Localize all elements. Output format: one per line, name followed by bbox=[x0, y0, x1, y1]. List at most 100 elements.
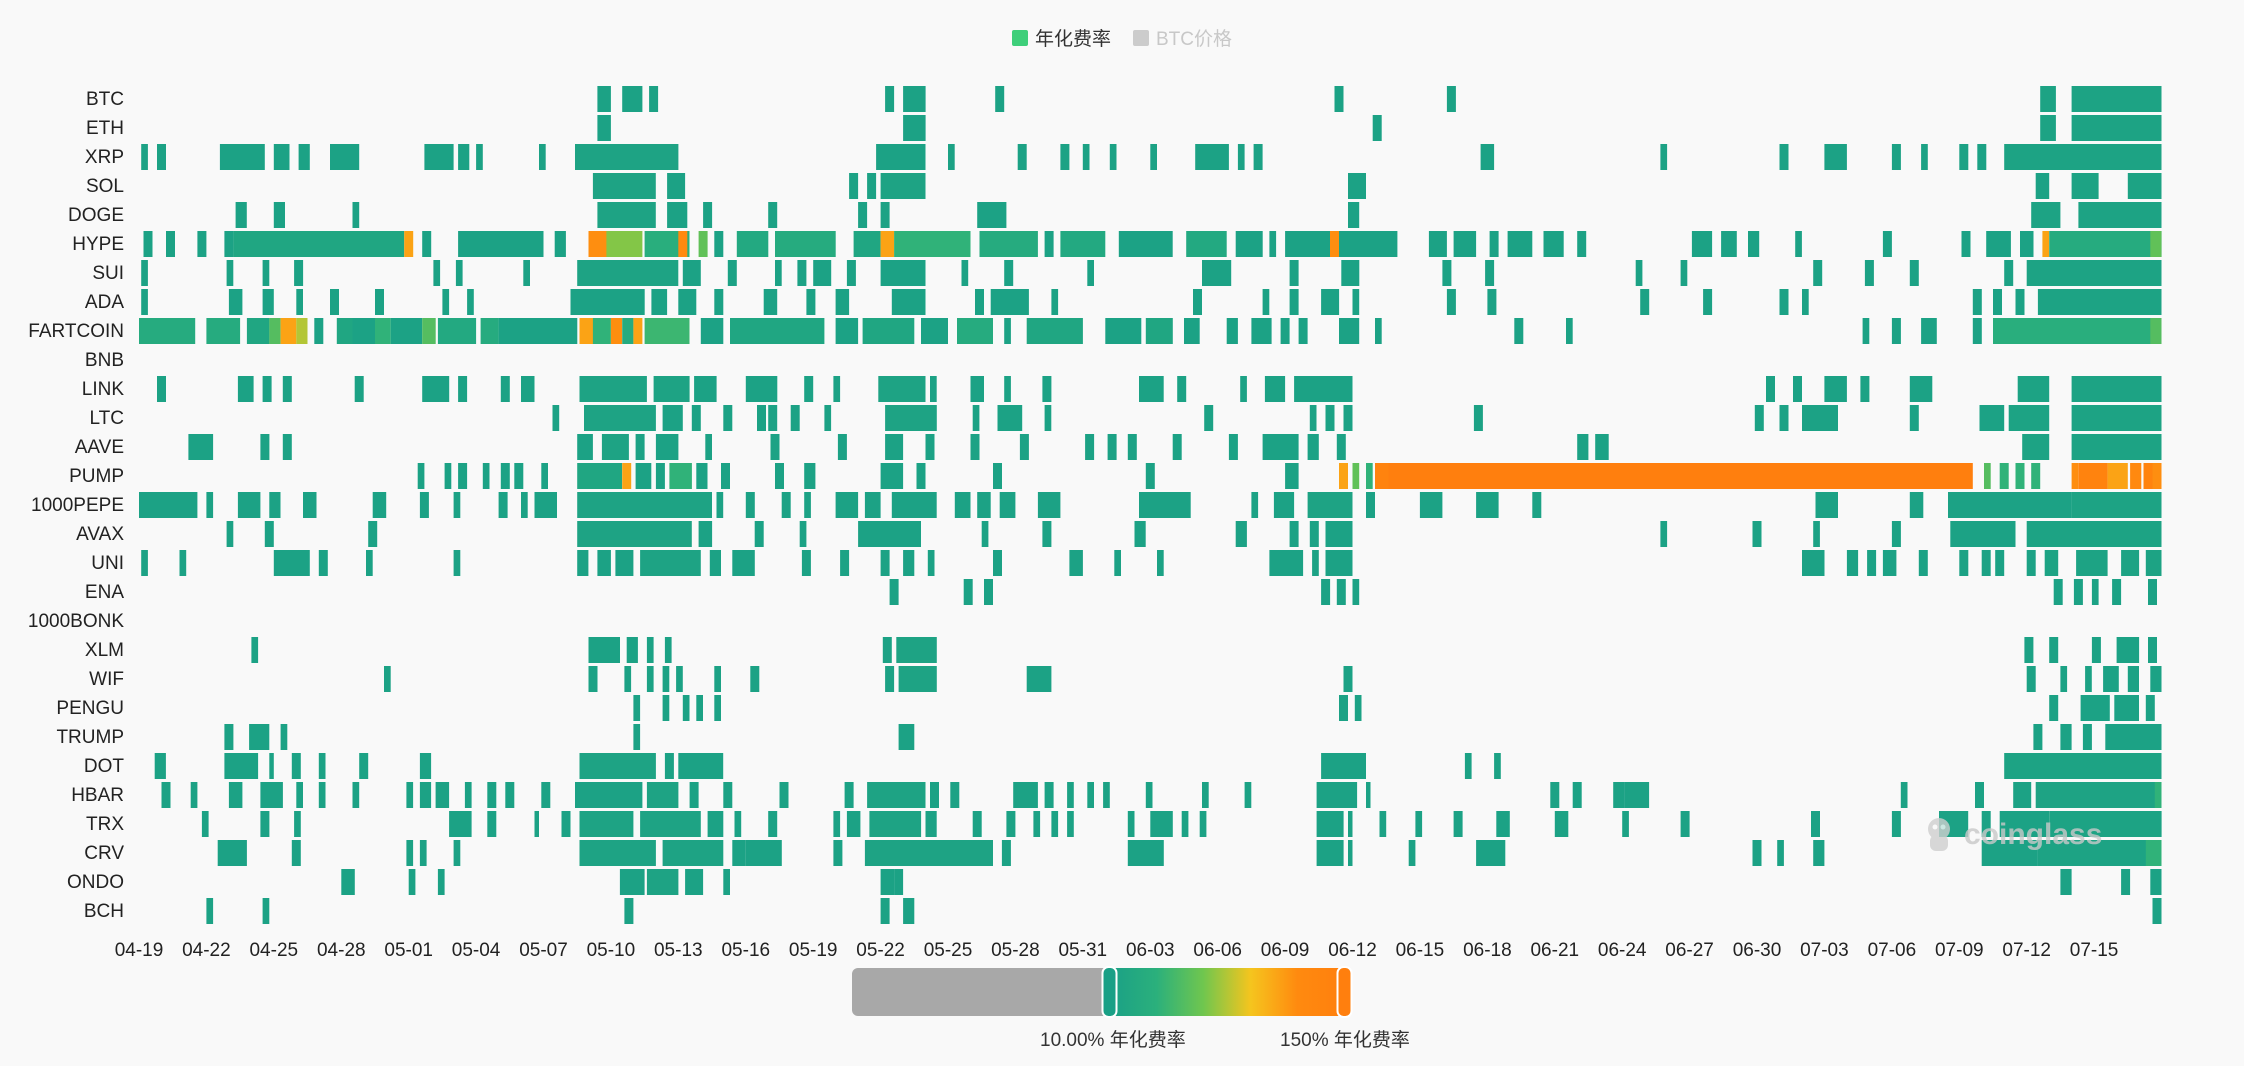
heat-cell-uni-4 bbox=[366, 550, 373, 576]
heat-cell-aave-7 bbox=[705, 434, 712, 460]
heat-cell-avax-12 bbox=[1289, 521, 1299, 547]
heat-cell-fartcoin-2 bbox=[246, 318, 270, 344]
heat-cell-hype-26 bbox=[1269, 231, 1277, 257]
heat-cell-pump-0 bbox=[417, 463, 425, 489]
heat-cell-uni-17 bbox=[993, 550, 1002, 576]
x-axis-label-06-27: 06-27 bbox=[1665, 940, 1714, 961]
heat-cell-hype-1 bbox=[166, 231, 175, 257]
heat-cell-hbar-9 bbox=[435, 782, 450, 808]
heat-cell-sui-29 bbox=[2026, 260, 2162, 286]
heat-cell-ada-33 bbox=[2037, 289, 2162, 315]
heat-cell-sui-13 bbox=[846, 260, 856, 286]
heat-cell-ada-14 bbox=[835, 289, 850, 315]
heat-cell-hbar-40 bbox=[2035, 782, 2162, 808]
heat-cell-trx-0 bbox=[201, 811, 209, 837]
heat-cell-trx-10 bbox=[734, 811, 742, 837]
heat-cell-trx-6 bbox=[561, 811, 571, 837]
heat-cell-wif-15 bbox=[2103, 666, 2119, 692]
heat-cell-pump-20 bbox=[1285, 463, 1299, 489]
heat-cell-dot-8 bbox=[664, 753, 674, 779]
watermark: coinglass bbox=[1922, 815, 2102, 855]
heat-cell-link-8 bbox=[521, 376, 535, 402]
heat-cell-pump-34 bbox=[2143, 463, 2153, 489]
legend-item-btc-price[interactable]: BTC价格 bbox=[1133, 24, 1232, 51]
heat-cell-link-2 bbox=[262, 376, 272, 402]
heat-cell-ena-3 bbox=[1321, 579, 1331, 605]
heat-cell-xlm-9 bbox=[2091, 637, 2101, 663]
heat-cell-aave-18 bbox=[1228, 434, 1238, 460]
heat-cell-trx-13 bbox=[846, 811, 861, 837]
legend-item-funding[interactable]: 年化费率 bbox=[1011, 24, 1111, 51]
y-axis-label-trump: TRUMP bbox=[56, 727, 124, 748]
heat-cell-1000pepe-23 bbox=[1139, 492, 1191, 518]
heat-cell-aave-9 bbox=[837, 434, 847, 460]
x-axis-label-06-06: 06-06 bbox=[1193, 940, 1242, 961]
heat-cell-wif-16 bbox=[2127, 666, 2139, 692]
heat-cell-pump-17 bbox=[916, 463, 926, 489]
heat-cell-doge-11 bbox=[2031, 202, 2061, 228]
heat-cell-wif-17 bbox=[2150, 666, 2162, 692]
visual-map-handle-max[interactable] bbox=[1336, 966, 1353, 1018]
heat-cell-trx-8 bbox=[640, 811, 701, 837]
heat-cell-sol-4 bbox=[880, 173, 926, 199]
heat-cell-avax-13 bbox=[1309, 521, 1319, 547]
heat-cell-hype-22 bbox=[1060, 231, 1106, 257]
heat-cell-wif-0 bbox=[384, 666, 391, 692]
heat-cell-aave-8 bbox=[770, 434, 780, 460]
heat-cell-1000pepe-11 bbox=[577, 492, 712, 518]
heat-cell-1000pepe-6 bbox=[419, 492, 429, 518]
heat-cell-fartcoin-43 bbox=[1972, 318, 1982, 344]
x-axis-label-05-01: 05-01 bbox=[384, 940, 433, 961]
heat-cell-ltc-12 bbox=[1044, 405, 1052, 431]
heat-cell-1000pepe-4 bbox=[303, 492, 317, 518]
heat-cell-pengu-10 bbox=[2145, 695, 2155, 721]
heat-cell-1000pepe-1 bbox=[206, 492, 214, 518]
heat-cell-pengu-1 bbox=[662, 695, 670, 721]
heat-cell-ltc-16 bbox=[1343, 405, 1353, 431]
heat-cell-doge-1 bbox=[273, 202, 285, 228]
heat-cell-xrp-23 bbox=[1779, 144, 1789, 170]
heat-cell-trx-26 bbox=[1348, 811, 1353, 837]
heat-cell-avax-18 bbox=[1891, 521, 1901, 547]
y-axis-label-wif: WIF bbox=[89, 669, 124, 690]
heat-cell-pump-11 bbox=[669, 463, 692, 489]
x-axis-label-06-09: 06-09 bbox=[1261, 940, 1310, 961]
heat-cell-sol-7 bbox=[2071, 173, 2099, 199]
heat-cell-ena-2 bbox=[984, 579, 993, 605]
heat-cell-xrp-15 bbox=[1082, 144, 1090, 170]
heat-cell-xrp-13 bbox=[1017, 144, 1027, 170]
heat-cell-dot-10 bbox=[1321, 753, 1366, 779]
visual-map-handle-min[interactable] bbox=[1101, 966, 1118, 1018]
heat-cell-xlm-11 bbox=[2148, 637, 2157, 663]
heat-cell-uni-25 bbox=[1846, 550, 1859, 576]
heat-cell-link-25 bbox=[1766, 376, 1775, 402]
heat-cell-1000pepe-14 bbox=[781, 492, 791, 518]
heat-cell-fartcoin-45 bbox=[2150, 318, 2162, 344]
heat-cell-fartcoin-5 bbox=[296, 318, 308, 344]
heat-cell-crv-10 bbox=[864, 840, 993, 866]
heat-cell-pump-21 bbox=[1339, 463, 1348, 489]
heat-cell-fartcoin-17 bbox=[610, 318, 623, 344]
y-axis-label-trx: TRX bbox=[86, 814, 124, 835]
heat-cell-sui-4 bbox=[433, 260, 441, 286]
heat-cell-hype-27 bbox=[1285, 231, 1330, 257]
heat-cell-1000pepe-25 bbox=[1273, 492, 1295, 518]
heat-cell-pump-9 bbox=[635, 463, 652, 489]
heat-cell-uni-7 bbox=[597, 550, 611, 576]
heat-cell-dot-6 bbox=[419, 753, 432, 779]
heat-cell-crv-15 bbox=[1408, 840, 1416, 866]
legend-swatch-btc-price bbox=[1133, 29, 1149, 46]
heat-cell-dot-5 bbox=[359, 753, 369, 779]
heat-cell-trx-23 bbox=[1181, 811, 1189, 837]
heat-cell-uni-14 bbox=[880, 550, 890, 576]
heat-cell-sol-0 bbox=[592, 173, 656, 199]
x-axis-label-04-22: 04-22 bbox=[182, 940, 231, 961]
heat-cell-link-24 bbox=[1294, 376, 1353, 402]
heat-cell-link-30 bbox=[2017, 376, 2050, 402]
heat-cell-fartcoin-28 bbox=[1026, 318, 1083, 344]
heat-cell-sui-0 bbox=[141, 260, 148, 286]
heat-cell-pump-10 bbox=[655, 463, 665, 489]
heat-cell-pump-18 bbox=[993, 463, 1002, 489]
heat-cell-sol-3 bbox=[867, 173, 877, 199]
heat-cell-hbar-41 bbox=[2154, 782, 2162, 808]
